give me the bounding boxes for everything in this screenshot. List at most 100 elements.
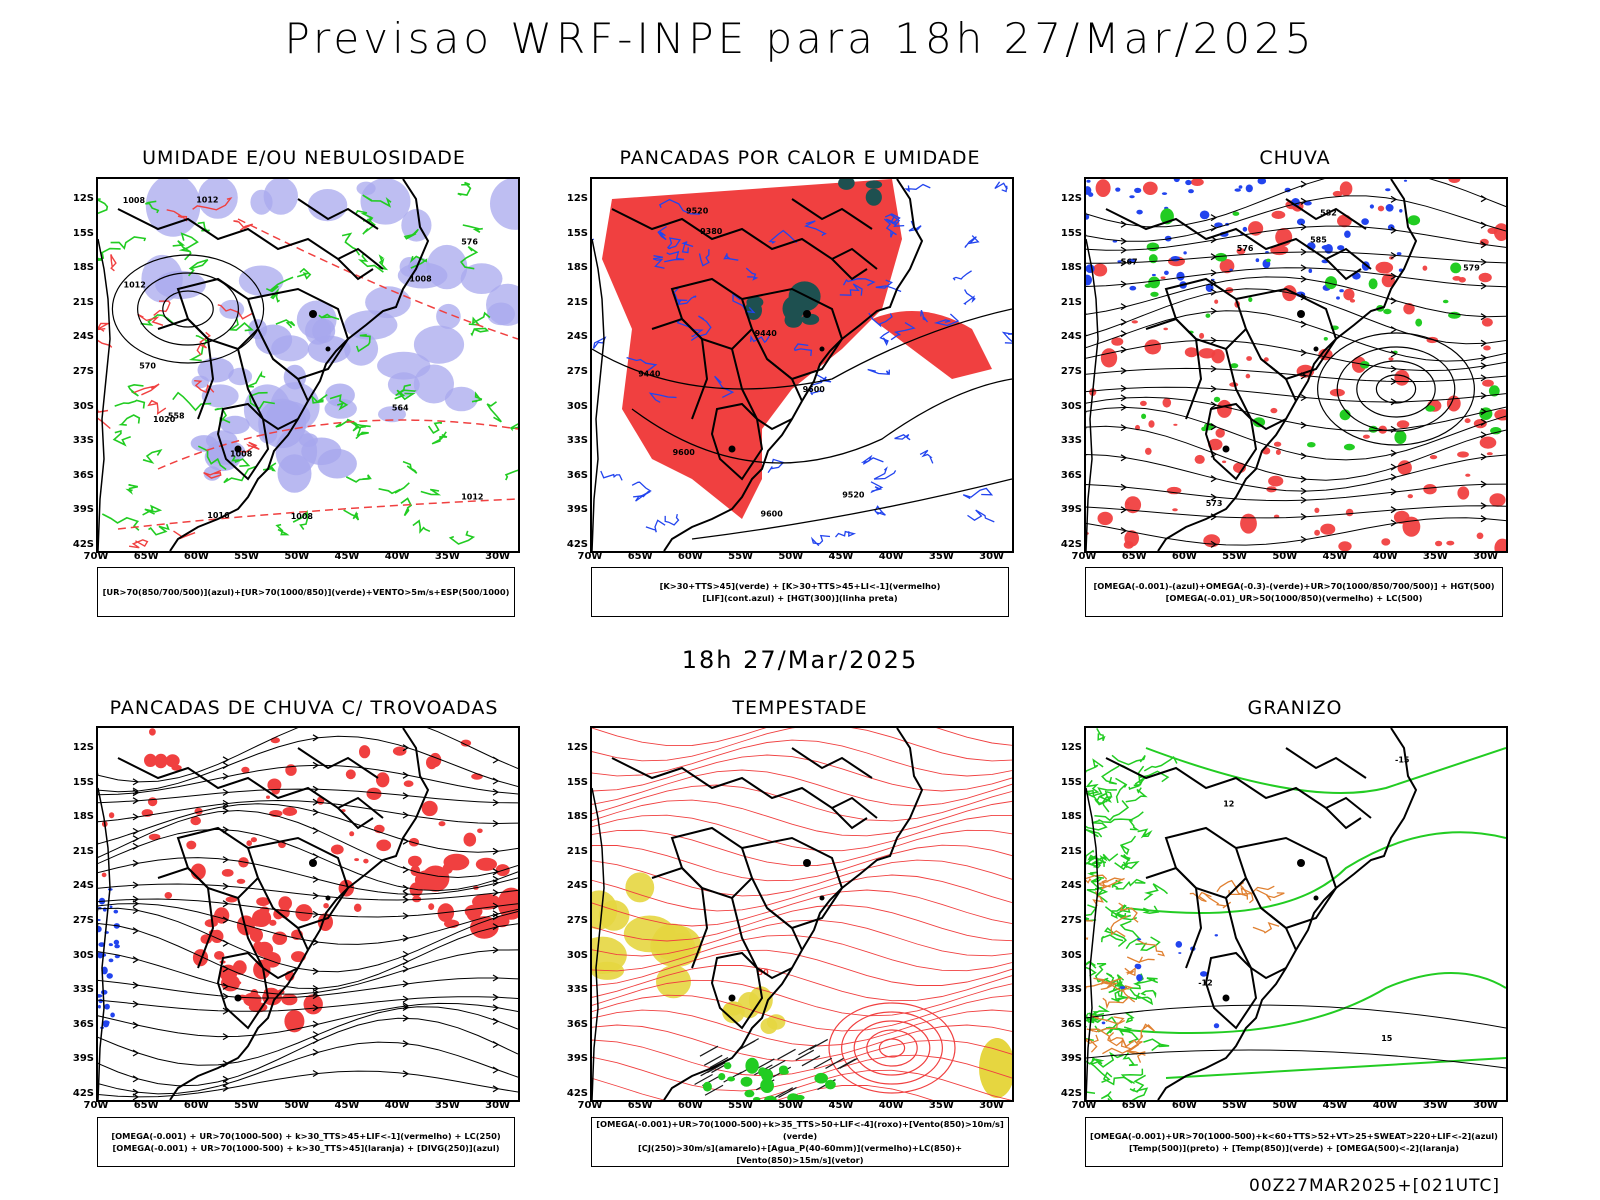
thunderstorm-area (460, 739, 472, 747)
stream-arrow (1210, 365, 1218, 373)
green-contour (265, 276, 294, 293)
height-contour (1086, 425, 1506, 481)
height-contour (1086, 517, 1506, 546)
lon-tick-label: 55W (728, 551, 754, 562)
wind-850-area (758, 1067, 767, 1077)
contour-label: 1012 (124, 281, 146, 290)
legend-trovoadas: [OMEGA(-0.001) + UR>70(1000-500) + k>30_… (97, 1117, 515, 1167)
hail-area (1134, 963, 1140, 969)
lif-contour (873, 466, 897, 480)
lat-tick-label: 30S (566, 949, 588, 961)
lat-tick-label: 12S (1060, 193, 1082, 204)
streamline (98, 949, 518, 995)
panel-title-pancadas-calor: PANCADAS POR CALOR E UMIDADE (619, 147, 981, 169)
lat-tick-label: 39S (566, 1053, 588, 1065)
heat-instability-area (872, 311, 992, 379)
thunderstorm-area (345, 769, 356, 780)
divergence-mark (98, 925, 102, 933)
streamline-850 (592, 1054, 1012, 1092)
lif-contour (815, 373, 832, 384)
lon-tick-label: 45W (828, 551, 854, 562)
rain-area (1208, 438, 1223, 451)
stream-arrow (1300, 180, 1308, 188)
green-contour (142, 449, 163, 464)
omega-area (1339, 289, 1344, 293)
legend-line: [OMEGA(-0.001)-(azul)+OMEGA(-0.3)-(verde… (1093, 581, 1495, 591)
streamline-850 (592, 728, 1012, 747)
omega-area (1199, 210, 1210, 220)
basemap (592, 179, 924, 551)
streamline (98, 728, 518, 783)
lat-tick-label: 39S (1060, 1053, 1082, 1065)
lon-tick-label: 55W (234, 551, 260, 562)
lon-tick-label: 40W (1372, 1100, 1398, 1111)
temp850-contour (1101, 765, 1120, 785)
convective-core (788, 294, 805, 312)
stream-arrow (1120, 384, 1128, 392)
stream-arrow (492, 1066, 500, 1074)
omega-area (1361, 218, 1369, 225)
stream-arrow (132, 827, 140, 835)
rain-area (1172, 508, 1178, 512)
lat-tick-label: 18S (1060, 262, 1082, 274)
lif-contour (835, 530, 857, 538)
low-contour (1336, 346, 1456, 432)
divergence-mark (98, 994, 103, 998)
stream-arrow (222, 788, 230, 796)
stream-arrow (1390, 463, 1398, 471)
lon-tick-label: 45W (1322, 551, 1348, 562)
thunderstorm-area (250, 837, 257, 843)
stream-arrow (132, 1021, 140, 1029)
lif-contour (810, 534, 831, 547)
contour-label: 9380 (700, 227, 723, 236)
legend-line: [OMEGA(-0.001)+UR>70(1000-500)+k>35_TTS>… (596, 1119, 1004, 1141)
stream-arrow (492, 1017, 500, 1025)
rain-area (1422, 265, 1428, 271)
contour-label: 1008 (409, 274, 432, 283)
humidity-area (317, 448, 357, 479)
lat-tick-label: 15S (1060, 227, 1082, 239)
coastline-west (98, 238, 111, 551)
lif-contour (860, 454, 884, 465)
stream-arrow (312, 992, 320, 1000)
lif-contour (681, 241, 694, 254)
omega-area (1308, 268, 1313, 273)
temp850-contour (1110, 904, 1126, 920)
stream-arrow (222, 1084, 230, 1092)
lon-tick-label: 60W (677, 1100, 703, 1111)
green-contour (172, 391, 212, 412)
rain-area (1397, 460, 1412, 475)
stream-arrow (1390, 449, 1398, 457)
stream-arrow (1480, 282, 1488, 290)
basemap (1086, 728, 1418, 1100)
fields: 50 (592, 728, 1012, 1100)
lake-mark (1297, 310, 1305, 318)
rain-area (1144, 339, 1162, 355)
legend-line: [LIF](cont.azul) + [HGT(300)](linha pret… (702, 593, 898, 603)
omega-strong-area (1266, 258, 1271, 263)
lat-tick-label: 33S (72, 435, 94, 447)
border-line (710, 951, 764, 1030)
omega-area (1255, 258, 1260, 263)
humidity-area (490, 179, 518, 230)
stream-arrow (132, 842, 140, 850)
lon-tick-label: 35W (434, 551, 460, 562)
temp850-contour (1111, 879, 1124, 890)
omega-area (1086, 214, 1090, 220)
height-line (631, 378, 1012, 464)
coastline (1157, 728, 1418, 1100)
stream-arrow (132, 906, 140, 915)
stream-arrow (222, 882, 230, 890)
temp850-contour (1086, 828, 1103, 838)
footer-run-info: 00Z27MAR2025+[021UTC] (1249, 1176, 1500, 1196)
thunderstorm-area (284, 1010, 305, 1033)
green-contour (427, 421, 442, 434)
lif-contour (667, 237, 682, 250)
stream-arrow (132, 900, 140, 908)
legend-line: [OMEGA(-0.001)+UR>70(1000-500)+k<60+TTS>… (1090, 1131, 1498, 1141)
rain-area (1478, 272, 1492, 283)
thunderstorm-area (282, 807, 298, 816)
lat-tick-label: 42S (72, 539, 94, 550)
thickness-line (237, 218, 518, 340)
omega-strong-area (1252, 417, 1266, 428)
